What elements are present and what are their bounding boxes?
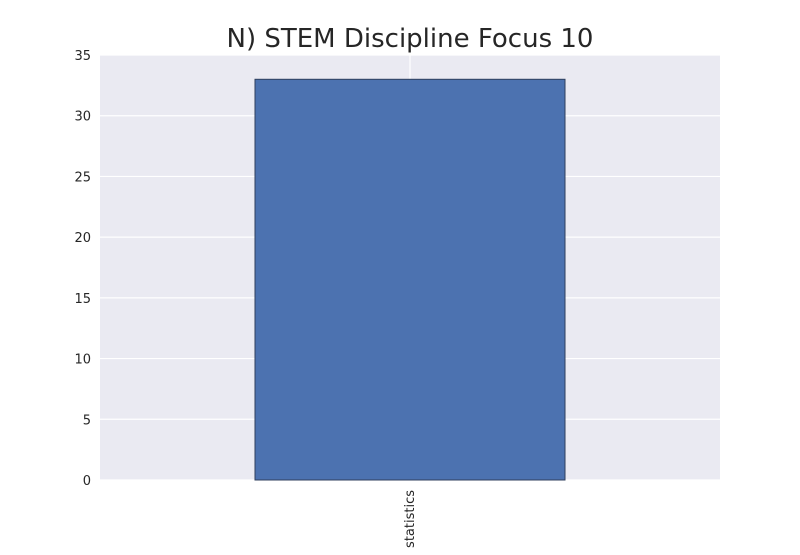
y-axis-ticks: 0 5 10 15 20 25 30 35 xyxy=(74,49,91,489)
y-tick-label: 35 xyxy=(74,49,91,64)
y-tick-label: 5 xyxy=(83,413,91,428)
y-tick-label: 25 xyxy=(74,170,91,185)
y-tick-label: 10 xyxy=(74,353,91,368)
bar-statistics xyxy=(254,78,566,481)
y-tick-label: 0 xyxy=(83,474,91,489)
y-tick-label: 15 xyxy=(74,292,91,307)
y-tick-label: 30 xyxy=(74,110,91,125)
x-axis-ticks: statistics xyxy=(403,490,418,548)
bars xyxy=(254,78,566,481)
x-tick-label: statistics xyxy=(403,490,418,548)
chart-title: N) STEM Discipline Focus 10 xyxy=(227,24,594,54)
y-tick-label: 20 xyxy=(74,231,91,246)
